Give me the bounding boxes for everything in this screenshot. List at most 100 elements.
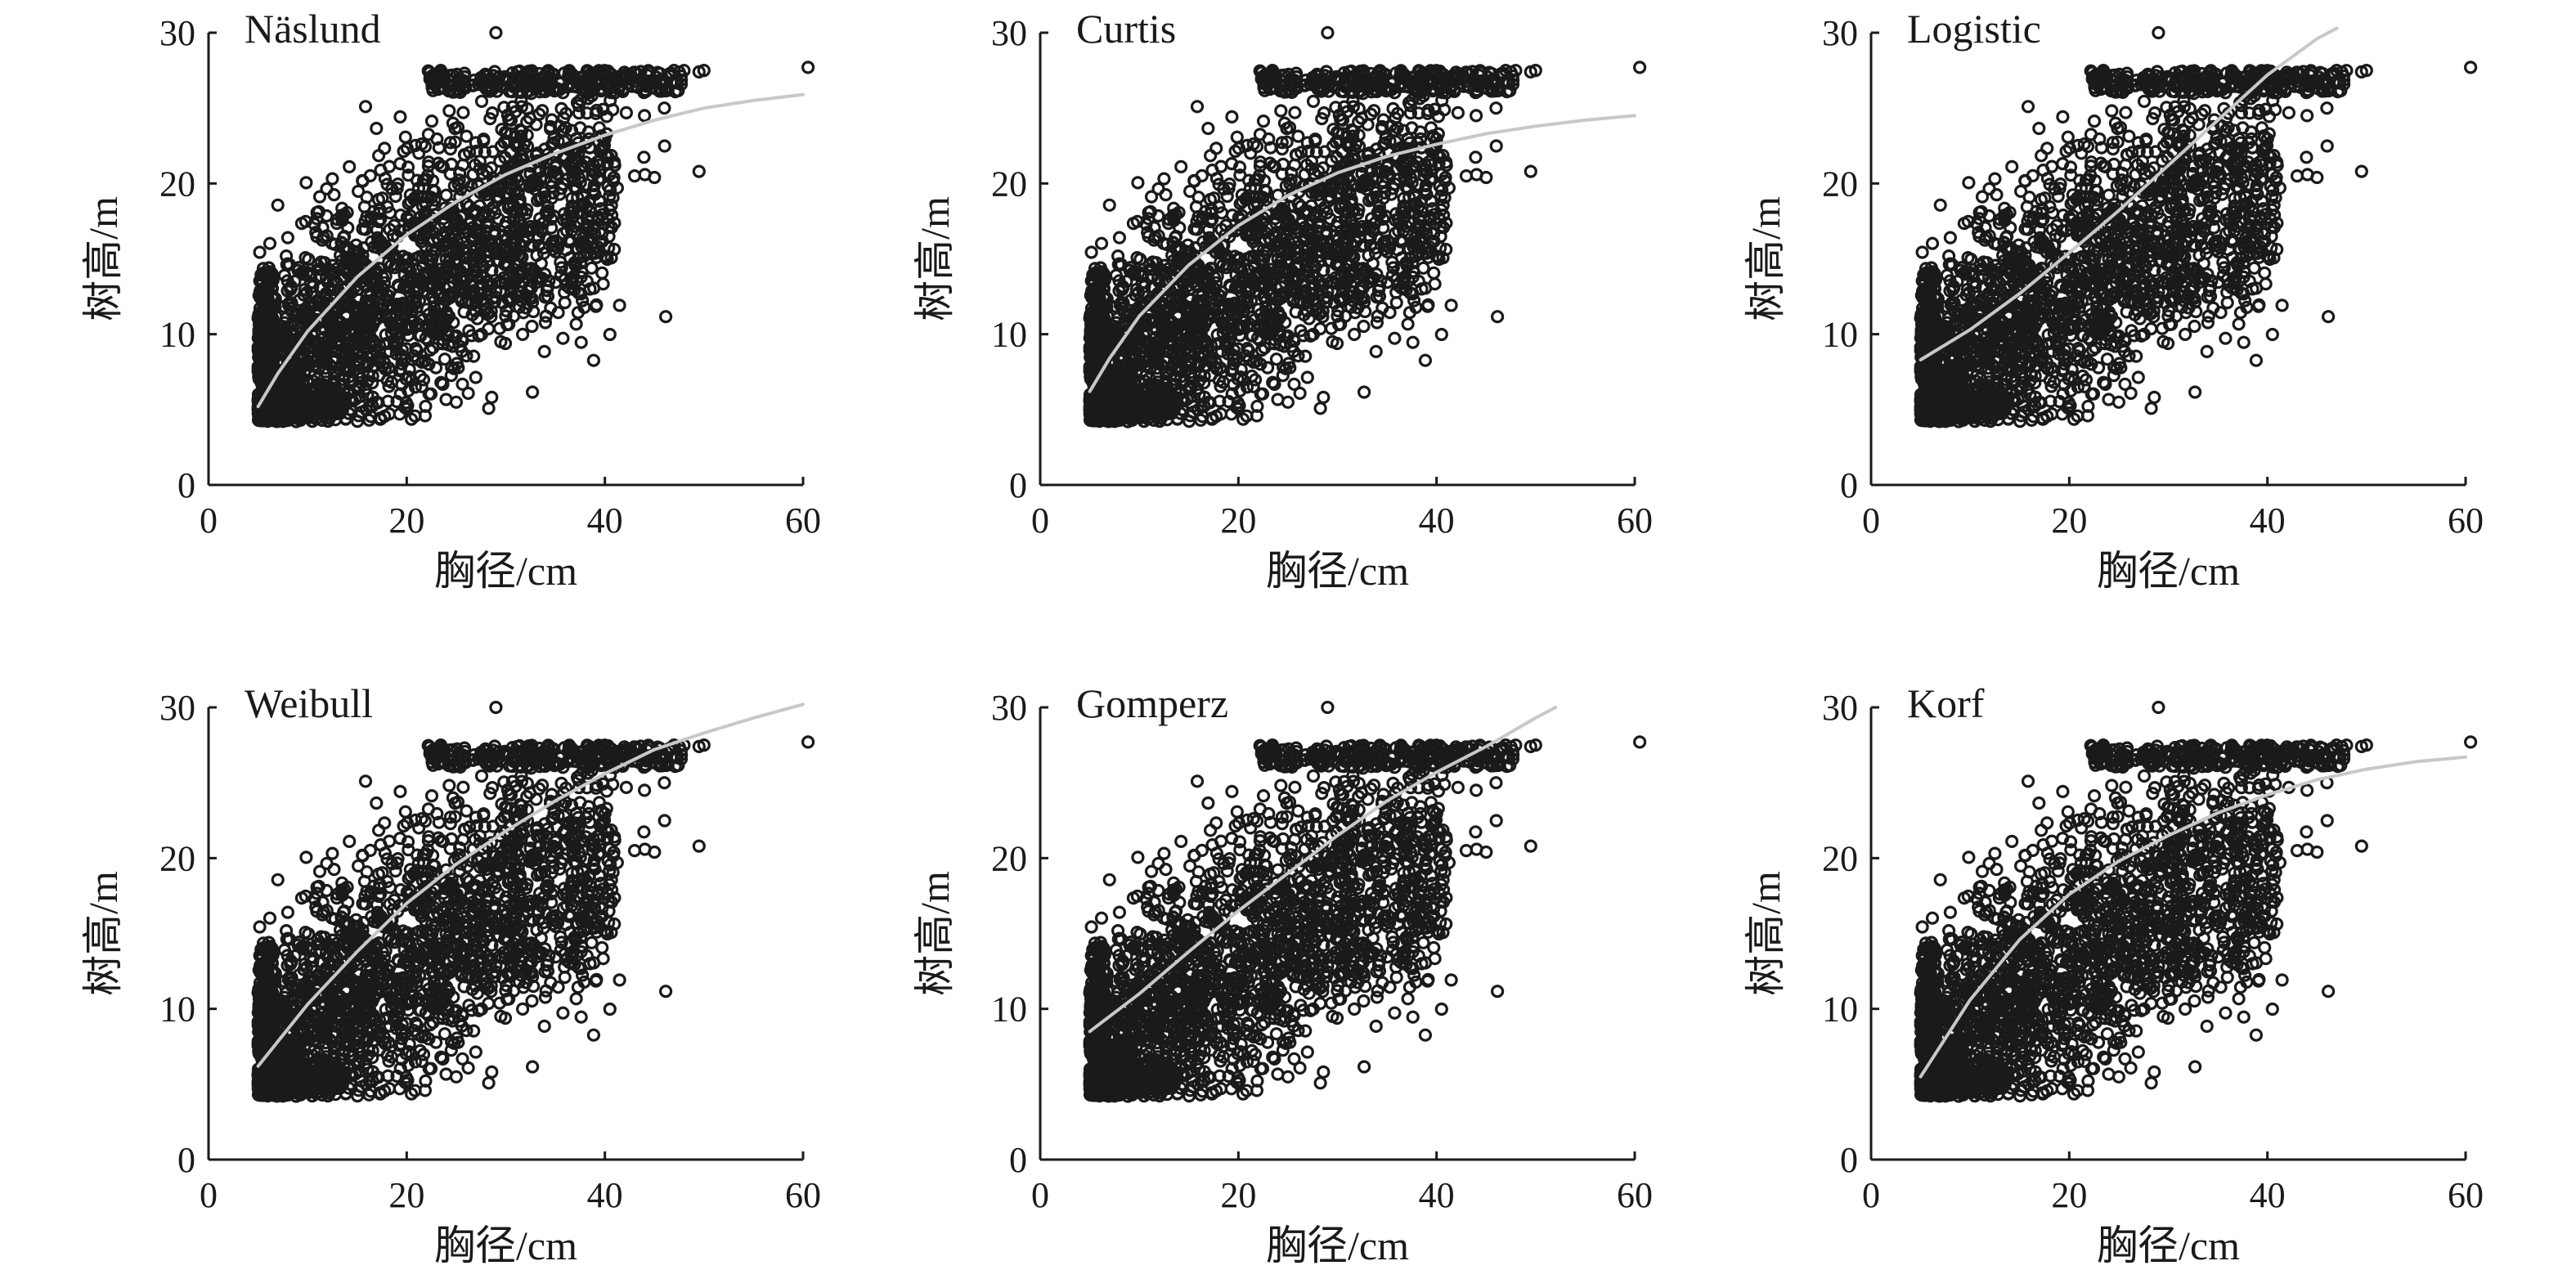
data-point — [439, 188, 453, 202]
data-point — [692, 164, 706, 178]
data-point — [537, 344, 551, 358]
data-point — [436, 377, 450, 391]
data-point — [595, 266, 609, 280]
data-point — [434, 375, 448, 389]
data-point — [1444, 298, 1458, 312]
data-point — [489, 25, 503, 40]
data-point — [485, 390, 499, 404]
data-point — [263, 236, 277, 250]
x-tick-label: 40 — [587, 500, 623, 541]
data-point — [574, 335, 588, 349]
data-point — [1388, 331, 1402, 345]
data-point — [1347, 327, 1362, 341]
y-tick-label: 10 — [159, 315, 195, 355]
y-tick-label: 0 — [1009, 465, 1027, 505]
x-axis-title: 胸径/cm — [1266, 548, 1409, 594]
data-point — [1490, 310, 1505, 324]
data-point — [393, 110, 407, 123]
x-tick-label: 0 — [1031, 500, 1049, 541]
data-point — [469, 370, 482, 384]
y-axis-title: 树高/m — [80, 196, 126, 321]
data-point — [325, 172, 339, 186]
data-point — [1102, 198, 1116, 212]
data-point — [1469, 150, 1483, 164]
data-point — [1144, 190, 1159, 204]
observation-points — [1083, 25, 1647, 429]
x-tick-label: 60 — [785, 500, 821, 541]
data-point — [1357, 385, 1371, 399]
y-tick-label: 20 — [991, 164, 1027, 204]
data-point — [280, 231, 294, 245]
data-point — [378, 141, 392, 155]
data-point — [1288, 105, 1302, 119]
data-point — [456, 377, 469, 391]
data-point — [613, 298, 626, 312]
data-point — [482, 402, 496, 415]
data-point — [1159, 188, 1173, 202]
data-point — [1416, 261, 1430, 275]
y-tick-label: 10 — [991, 315, 1027, 355]
x-tick-label: 20 — [388, 500, 424, 541]
data-point — [637, 150, 651, 164]
data-point — [1157, 172, 1171, 186]
data-point — [1313, 402, 1327, 415]
data-point — [1201, 121, 1215, 136]
data-point — [1084, 245, 1098, 259]
data-point — [1269, 352, 1284, 366]
data-point — [658, 310, 673, 324]
data-point — [271, 198, 285, 212]
data-point — [469, 136, 482, 150]
data-point — [619, 105, 634, 119]
data-point — [1183, 184, 1197, 198]
data-point — [467, 349, 481, 363]
data-point — [461, 386, 475, 400]
data-point — [442, 104, 456, 118]
x-tick-label: 20 — [1220, 500, 1256, 541]
data-point — [456, 105, 470, 119]
data-point — [1369, 344, 1383, 358]
data-point — [424, 114, 439, 128]
data-point — [1406, 335, 1420, 349]
data-point — [1174, 159, 1188, 173]
data-point — [525, 385, 540, 399]
data-point — [444, 369, 458, 383]
data-point — [1112, 231, 1127, 245]
data-point — [1256, 114, 1271, 128]
data-point — [1230, 130, 1244, 144]
data-point — [1428, 277, 1442, 291]
data-point — [398, 130, 412, 144]
data-point — [585, 261, 599, 275]
y-tick-label: 20 — [159, 164, 195, 204]
x-tick-label: 60 — [1617, 500, 1653, 541]
data-point — [657, 139, 671, 153]
data-point — [1418, 353, 1433, 367]
data-point — [1131, 176, 1145, 190]
data-point — [1357, 319, 1371, 334]
data-point — [556, 331, 570, 345]
x-axis-title: 胸径/cm — [434, 548, 577, 594]
data-point — [343, 159, 357, 173]
data-point — [657, 101, 671, 115]
data-point — [568, 173, 581, 187]
data-point — [495, 123, 509, 137]
observation-points — [251, 25, 815, 429]
data-point — [1209, 141, 1223, 155]
data-point — [1190, 100, 1205, 114]
x-tick-label: 0 — [200, 500, 218, 541]
data-point — [801, 61, 815, 74]
y-tick-label: 0 — [177, 465, 195, 505]
data-point — [363, 168, 377, 182]
y-tick-label: 30 — [991, 13, 1027, 53]
data-point — [1317, 390, 1331, 404]
data-point — [439, 393, 453, 406]
data-point — [370, 121, 384, 136]
data-point — [1300, 370, 1314, 384]
data-point — [352, 184, 366, 198]
data-point — [299, 176, 313, 190]
data-point — [596, 277, 610, 291]
data-point — [1434, 327, 1448, 342]
panel-title: Näslund — [245, 6, 381, 52]
